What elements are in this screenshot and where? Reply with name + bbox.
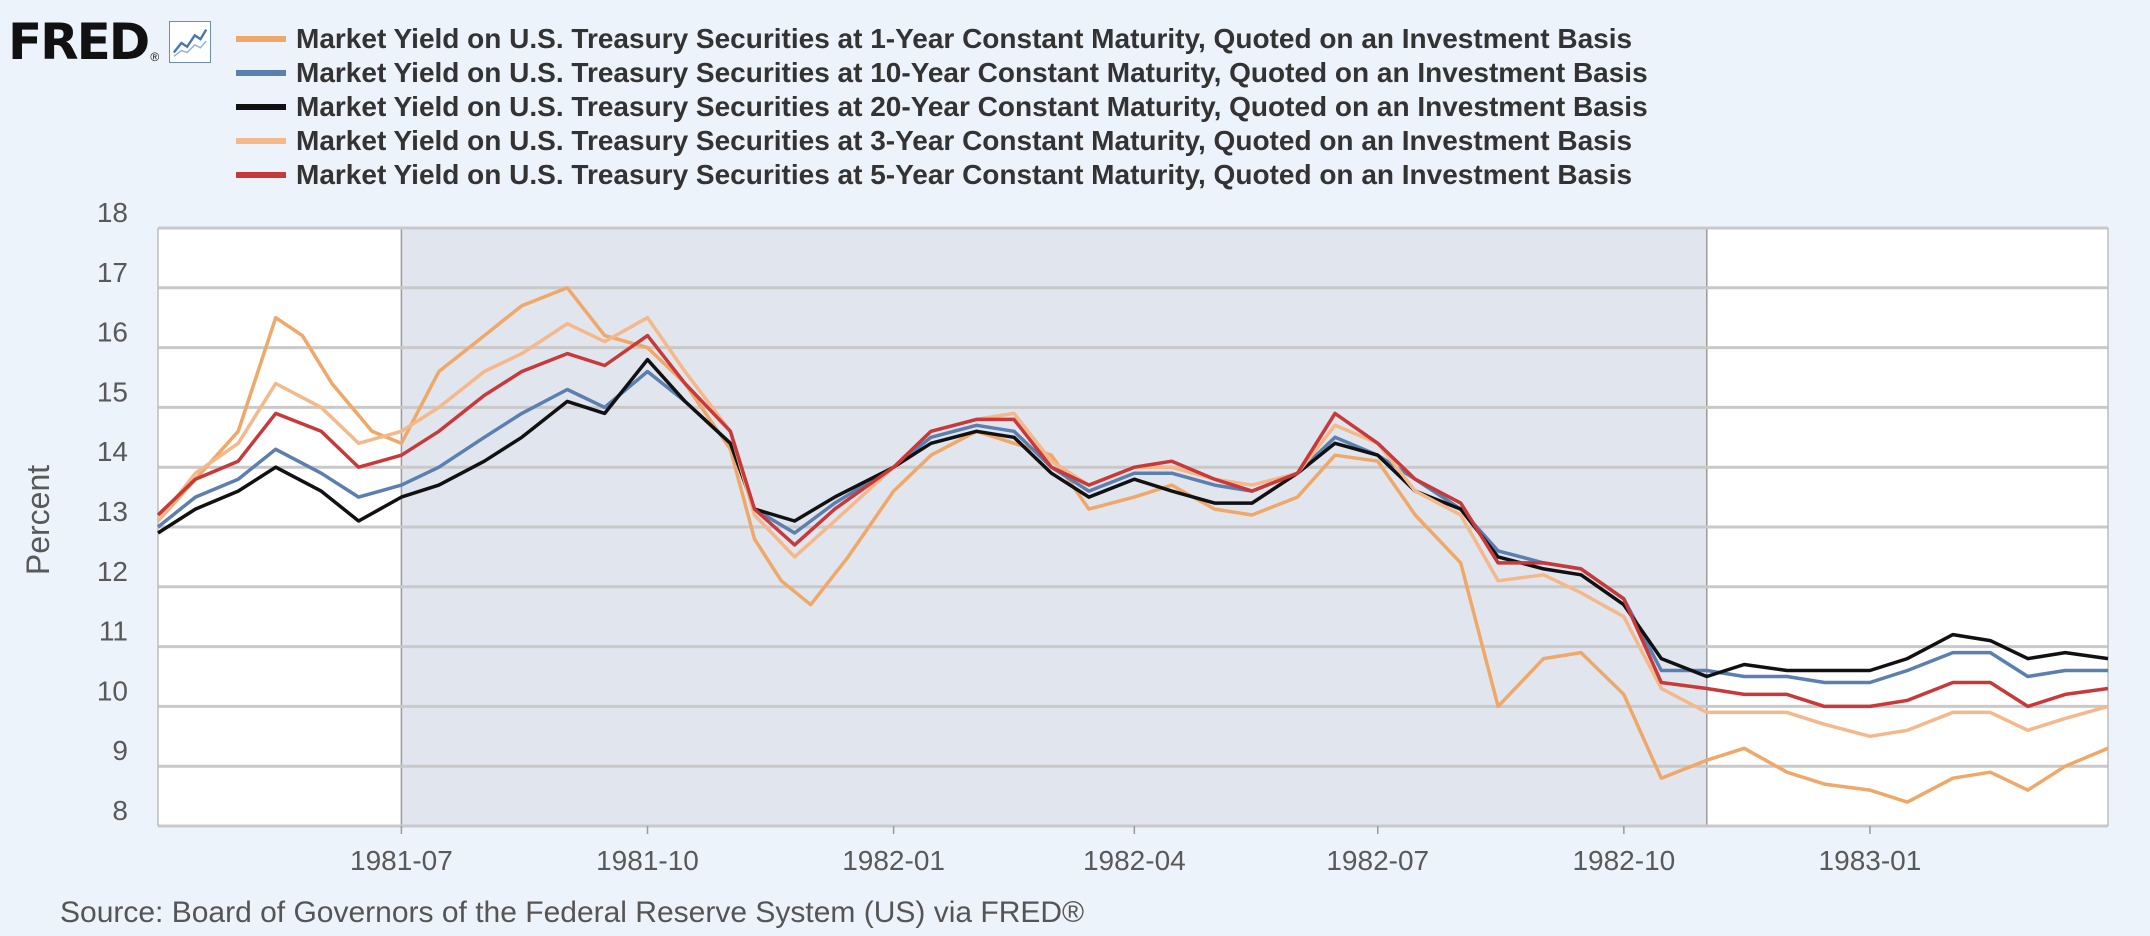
y-tick-label: 17	[97, 257, 128, 288]
legend-swatch	[236, 172, 286, 178]
legend-label: Market Yield on U.S. Treasury Securities…	[296, 125, 1633, 156]
series-line-3	[157, 357, 2109, 679]
legend-item[interactable]: Market Yield on U.S. Treasury Securities…	[236, 124, 1648, 158]
legend-item[interactable]: Market Yield on U.S. Treasury Securities…	[236, 158, 1648, 192]
line-chart: 8 9 10 11 12 13 14 15 16 17 18 1981-07 1981-10 1982-0…	[97, 197, 2109, 876]
y-tick-label: 12	[97, 556, 128, 587]
legend-label: Market Yield on U.S. Treasury Securities…	[296, 23, 1633, 54]
y-tick-label: 18	[97, 197, 128, 228]
y-tick-label: 11	[99, 616, 128, 647]
y-tick-label: 9	[112, 735, 128, 766]
legend-swatch	[236, 70, 286, 76]
y-tick-label: 8	[112, 795, 128, 826]
legend-label: Market Yield on U.S. Treasury Securities…	[296, 91, 1648, 122]
series-line-2	[156, 369, 2108, 685]
legend-swatch	[236, 104, 286, 110]
fred-logo[interactable]: FRED ®	[8, 13, 212, 71]
legend-label: Market Yield on U.S. Treasury Securities…	[296, 57, 1648, 88]
series-line-1	[156, 286, 2109, 804]
source-note: Source: Board of Governors of the Federa…	[60, 896, 1085, 929]
x-tick-label: 1982-10	[1572, 845, 1675, 876]
fred-logo-text: FRED	[8, 13, 150, 71]
chart-legend: Market Yield on U.S. Treasury Securities…	[236, 22, 1648, 192]
x-tick-label: 1983-01	[1819, 845, 1922, 876]
y-tick-label: 15	[97, 376, 128, 407]
y-tick-label: 16	[97, 317, 128, 348]
x-tick-label: 1982-01	[842, 845, 945, 876]
series-line-5	[156, 333, 2109, 709]
y-tick-label: 10	[97, 675, 128, 706]
legend-label: Market Yield on U.S. Treasury Securities…	[296, 159, 1633, 190]
legend-swatch	[236, 138, 286, 144]
y-tick-label: 13	[97, 496, 128, 527]
line-chart-icon	[169, 21, 212, 63]
x-tick-label: 1981-10	[596, 845, 699, 876]
x-tick-label: 1982-07	[1326, 845, 1429, 876]
legend-item[interactable]: Market Yield on U.S. Treasury Securities…	[236, 90, 1648, 124]
x-tick-label: 1981-07	[350, 845, 453, 876]
legend-item[interactable]: Market Yield on U.S. Treasury Securities…	[236, 22, 1648, 56]
legend-swatch	[236, 36, 286, 42]
y-tick-label: 14	[97, 436, 128, 467]
registered-mark: ®	[150, 50, 160, 64]
legend-item[interactable]: Market Yield on U.S. Treasury Securities…	[236, 56, 1648, 90]
x-tick-label: 1982-04	[1083, 845, 1186, 876]
